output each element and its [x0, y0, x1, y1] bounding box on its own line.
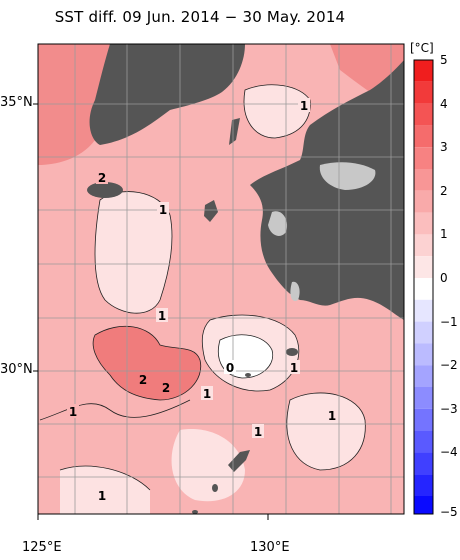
- graticule: [38, 44, 404, 514]
- colorbar-seg: [414, 343, 433, 366]
- contour-lines: [39, 84, 366, 491]
- map-frame: [37, 43, 405, 515]
- contour-label: 2: [139, 373, 147, 387]
- japan-landmass: [250, 60, 404, 320]
- contour-label: 1: [98, 489, 106, 503]
- colorbar-tick: −2: [440, 358, 458, 372]
- contour-label: 1: [290, 361, 298, 375]
- small-island: [245, 373, 251, 377]
- colorbar-seg: [414, 125, 433, 148]
- colorbar-seg: [414, 299, 433, 322]
- colorbar-tick: 0: [440, 271, 448, 285]
- goto-islands: [204, 200, 218, 222]
- colorbar-seg: [414, 147, 433, 169]
- contour-label-group: 1 2 1 1 2 2 1 0 1 1 1 1 1: [67, 98, 338, 503]
- small-island: [286, 348, 298, 356]
- colorbar-seg: [414, 430, 433, 453]
- colorbar-seg: [414, 190, 433, 213]
- colorbar-seg: [414, 408, 433, 431]
- light-anomaly-region: [244, 84, 311, 138]
- colorbar-seg: [414, 60, 433, 82]
- lon-label-125e: 125°E: [22, 540, 62, 555]
- colorbar-tick: −4: [440, 445, 458, 459]
- colorbar-seg: [414, 321, 433, 344]
- colorbar-seg: [414, 81, 433, 104]
- tsushima-island: [229, 118, 240, 145]
- kyushu-bay: [290, 281, 300, 302]
- colorbar-tick: 1: [440, 227, 448, 241]
- small-island: [212, 484, 218, 492]
- colorbar-seg: [414, 452, 433, 475]
- colorbar-unit: [°C]: [410, 41, 434, 55]
- colorbar-tick: −3: [440, 402, 458, 416]
- colorbar-seg: [414, 474, 433, 496]
- contour-label: 0: [226, 361, 234, 375]
- jeju-island: [87, 182, 123, 198]
- colorbar-tick: 5: [440, 53, 448, 67]
- korea-landmass: [89, 44, 245, 145]
- light-anomaly-region: [286, 392, 366, 470]
- contour-label: 1: [300, 99, 308, 113]
- lat-label-35n: 35°N: [0, 95, 33, 110]
- contour-label: 1: [254, 425, 262, 439]
- colorbar: [413, 59, 434, 515]
- colorbar-tick: 2: [440, 184, 448, 198]
- small-island: [192, 510, 198, 514]
- colorbar-seg: [414, 103, 433, 126]
- axis-ticks: [33, 103, 269, 520]
- colorbar-tick: 3: [440, 140, 448, 154]
- contour-label: 2: [98, 171, 106, 185]
- colorbar-seg: [414, 387, 433, 409]
- contour-label: 1: [159, 203, 167, 217]
- colorbar-tick: −5: [440, 505, 458, 519]
- colorbar-seg: [414, 365, 433, 387]
- contour-label: 1: [203, 387, 211, 401]
- kyushu-bay: [319, 162, 376, 190]
- lat-label-30n: 30°N: [0, 362, 33, 377]
- colorbar-seg: [414, 496, 433, 514]
- colorbar-tick: −1: [440, 315, 458, 329]
- colorbar-tick: 4: [440, 97, 448, 111]
- contour-label: 1: [69, 405, 77, 419]
- amami-islands: [228, 450, 250, 472]
- colorbar-seg: [414, 278, 433, 300]
- colorbar-seg: [414, 169, 433, 191]
- contour-label: 2: [162, 381, 170, 395]
- contour-label: 1: [158, 309, 166, 323]
- warm-anomaly-region: [93, 326, 201, 400]
- map-title: SST diff. 09 Jun. 2014 − 30 May. 2014: [54, 8, 346, 26]
- colorbar-seg: [414, 234, 433, 257]
- light-anomaly-region: [171, 429, 245, 502]
- contour-label: 1: [328, 409, 336, 423]
- colorbar-seg: [414, 212, 433, 235]
- lon-label-130e: 130°E: [250, 540, 290, 555]
- kyushu-bay: [268, 211, 288, 236]
- light-anomaly-region: [95, 191, 172, 314]
- colorbar-seg: [414, 256, 433, 278]
- colorbar-frame: [413, 59, 434, 515]
